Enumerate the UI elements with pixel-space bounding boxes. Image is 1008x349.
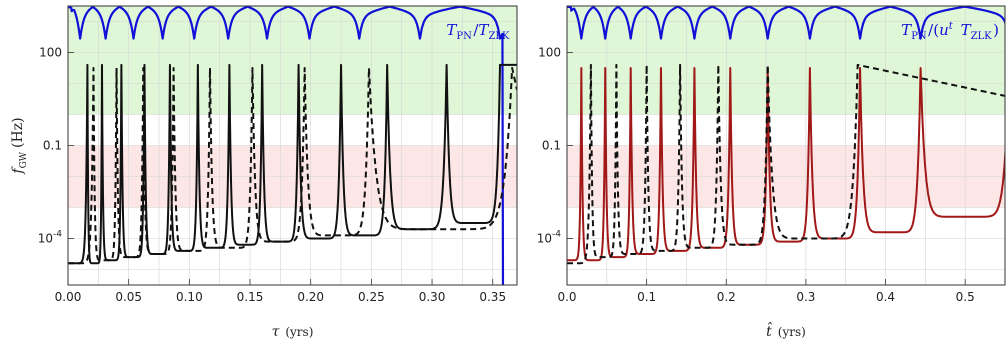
- x-axis-label: τ (yrs): [272, 324, 314, 340]
- x-tick-label: 0.20: [297, 290, 324, 304]
- x-tick-label: 0.05: [115, 290, 142, 304]
- series-line-2: [68, 67, 517, 265]
- x-tick-label: 0.35: [479, 290, 506, 304]
- plot-area: [567, 6, 1005, 285]
- ratio-annotation: TPN /TZLK: [446, 21, 511, 42]
- x-tick-label: 0.10: [176, 290, 203, 304]
- x-tick-label: 0.0: [557, 290, 576, 304]
- y-tick-label: 100: [538, 46, 561, 60]
- y-tick-label: 10-4: [38, 230, 63, 246]
- y-tick-label: 10-4: [537, 230, 562, 246]
- x-tick-label: 0.4: [876, 290, 895, 304]
- x-tick-label: 0.5: [956, 290, 975, 304]
- right-panel: 0.0 0.1 0.2 0.3 0.4 0.5 100 0.1 10-4 t̂ (yrs) TPN /…: [537, 5, 1006, 340]
- plot-area: [68, 6, 517, 285]
- series-line-0: [567, 6, 1005, 40]
- y-axis-label: fGW(Hz): [10, 117, 29, 174]
- ratio-annotation: TPN /(ut TZLK ): [901, 21, 999, 42]
- series-line-0: [68, 6, 505, 285]
- x-tick-label: 0.1: [637, 290, 656, 304]
- shaded-band-0: [567, 6, 1005, 115]
- x-tick-label: 0.25: [358, 290, 385, 304]
- x-tick-label: 0.2: [717, 290, 736, 304]
- x-tick-label: 0.3: [796, 290, 815, 304]
- x-tick-label: 0.15: [237, 290, 264, 304]
- x-tick-label: 0.30: [419, 290, 446, 304]
- y-tick-label: 0.1: [43, 139, 62, 153]
- x-tick-label: 0.00: [55, 290, 82, 304]
- left-panel: 0.00 0.05 0.10 0.15 0.20 0.25 0.30 0.35 100 0.1 10…: [10, 5, 518, 340]
- y-tick-label: 0.1: [542, 139, 561, 153]
- series-line-2: [567, 63, 1005, 265]
- y-tick-label: 100: [39, 46, 62, 60]
- x-axis-label: t̂ (yrs): [766, 321, 806, 340]
